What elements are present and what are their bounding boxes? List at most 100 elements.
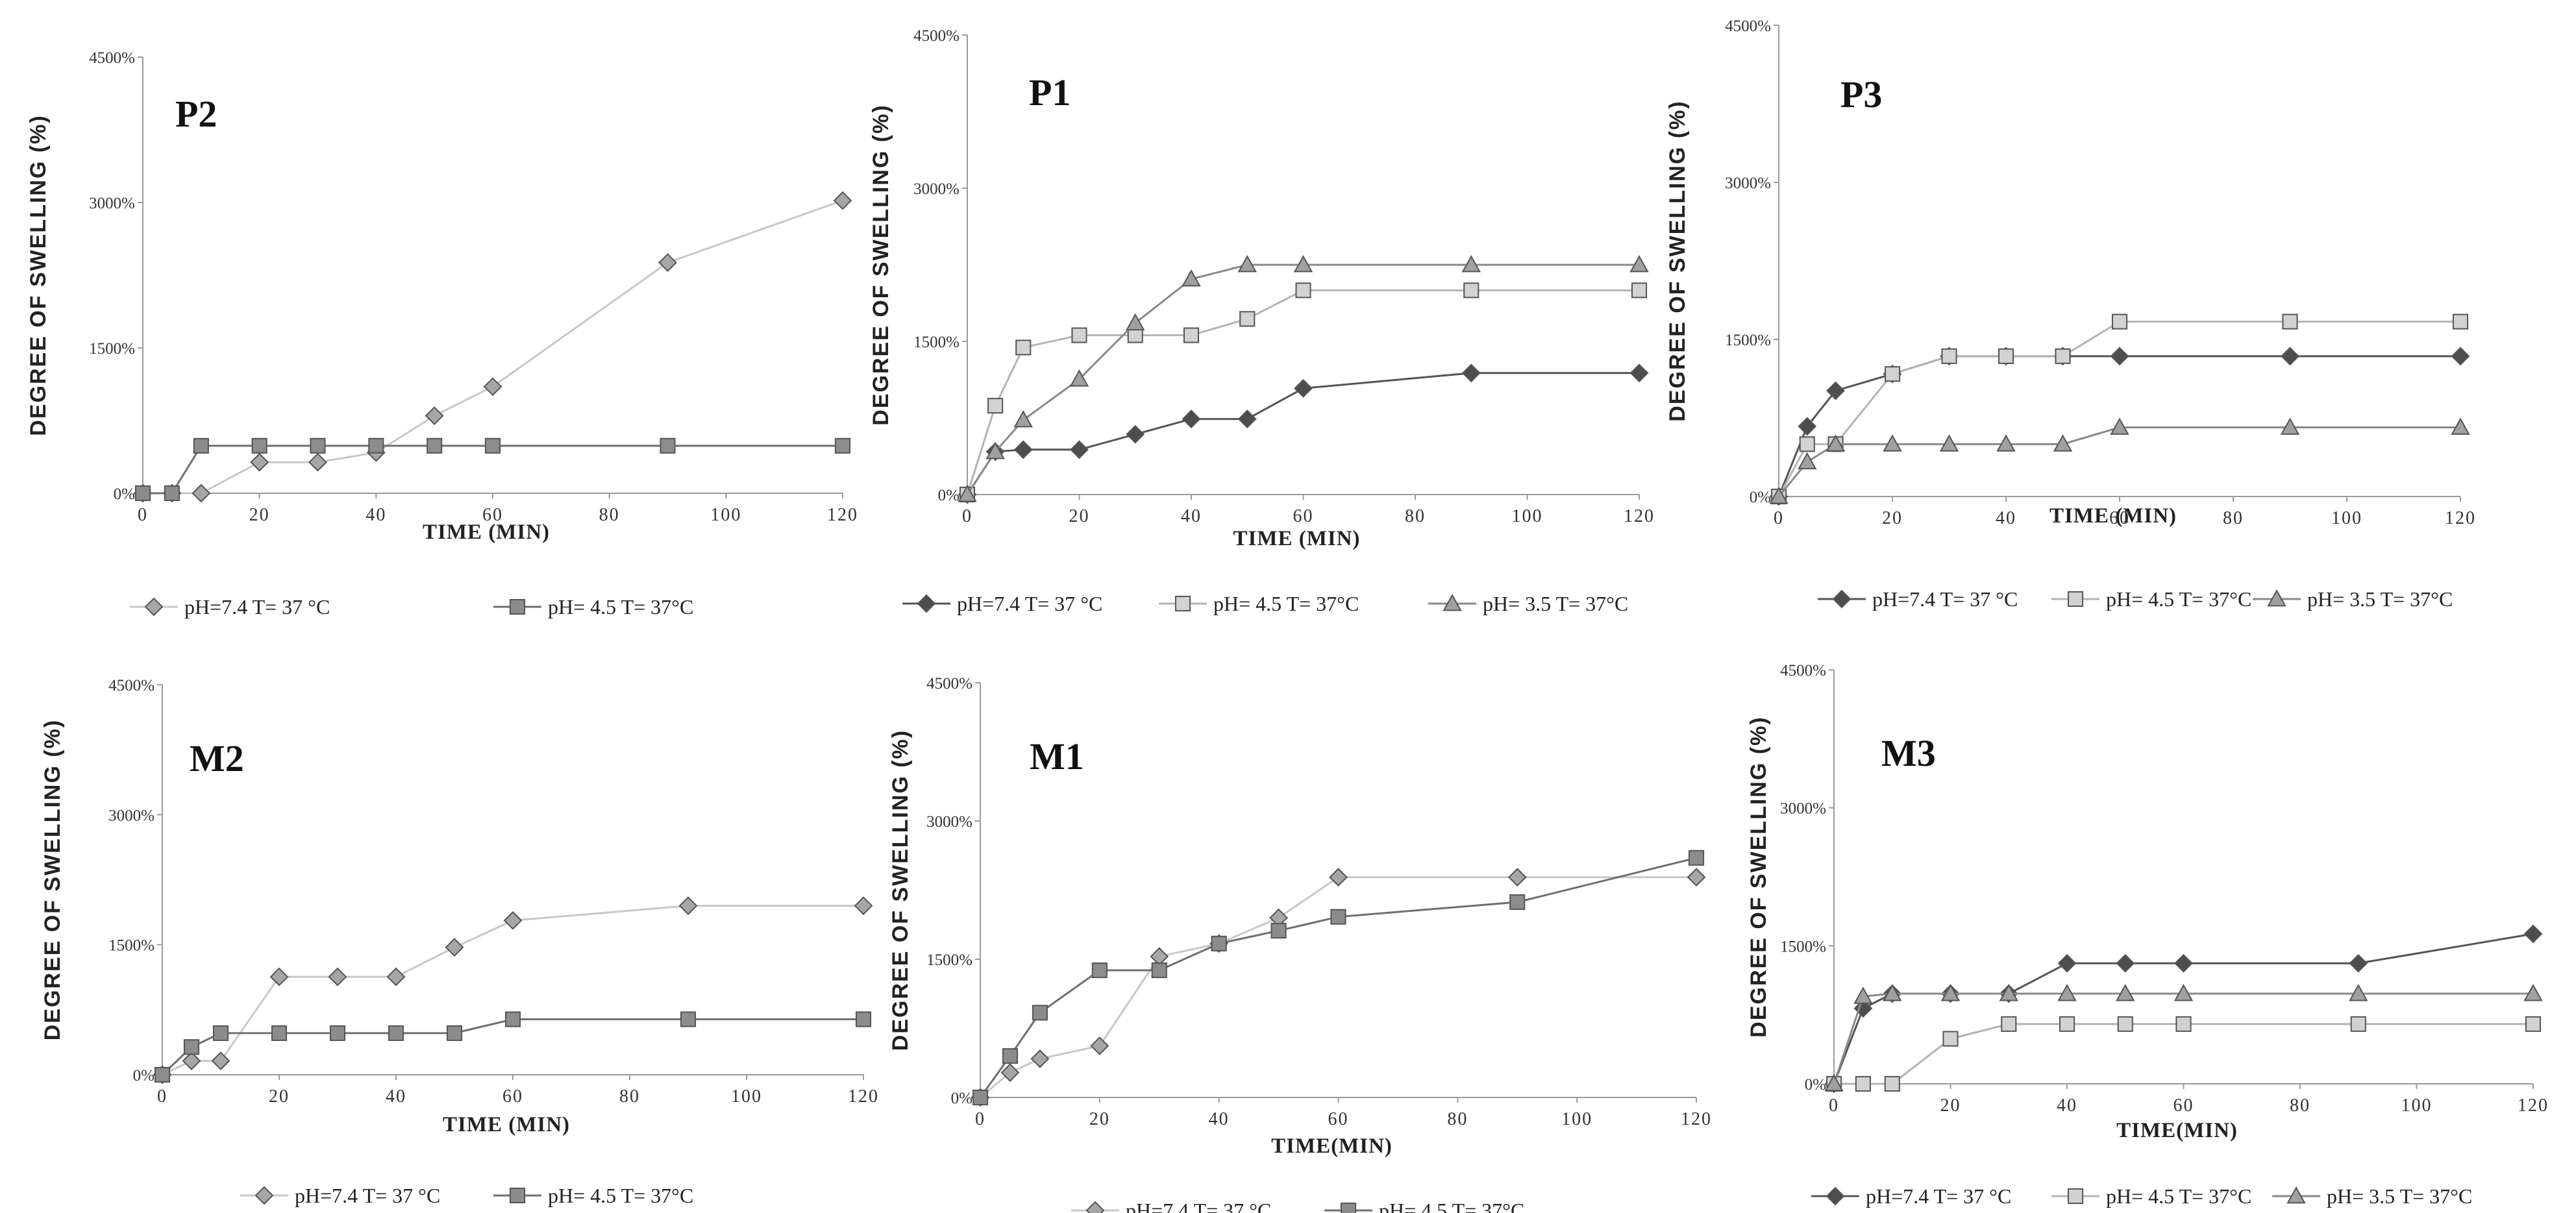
data-point: [1853, 999, 1873, 1018]
data-point: [1631, 282, 1648, 299]
x-tick-label: 80: [2223, 508, 2244, 528]
data-point: [1237, 410, 1257, 428]
x-axis-label: TIME (MIN): [2050, 504, 2177, 528]
legend-marker: [509, 1187, 526, 1204]
y-tick-label: 3000%: [1725, 175, 1771, 192]
data-point: [1939, 434, 1959, 452]
data-point: [1942, 1031, 1959, 1047]
data-point: [2057, 953, 2077, 973]
series-line: [1834, 1023, 2533, 1085]
x-tick-label: 120: [1681, 1109, 1712, 1129]
chart-svg: 0% 1500% 3000% 4500% 0 20 40 60 80 100 120 DEGREE O…: [1665, 18, 2476, 611]
data-point: [1853, 986, 1873, 1004]
data-point: [1769, 486, 1789, 504]
x-tick-label: 0: [962, 506, 972, 526]
legend-label: pH= 4.5 T= 37°C: [548, 595, 693, 619]
x-tick-label: 60: [502, 1086, 523, 1107]
x-tick-label: 0: [157, 1086, 167, 1107]
y-tick-label: 3000%: [913, 180, 960, 198]
x-tick-label: 80: [1405, 506, 1426, 526]
y-tick-label: 4500%: [89, 49, 135, 67]
data-point: [308, 452, 327, 472]
y-tick-label: 0%: [1805, 1076, 1826, 1094]
data-point: [658, 253, 677, 273]
chart-svg: 0% 1500% 3000% 4500% 0 20 40 60 80 100 120 DEGREE O…: [26, 49, 858, 619]
data-point: [1151, 962, 1167, 979]
legend-label: pH=7.4 T= 37 °C: [295, 1184, 440, 1207]
data-point: [1239, 311, 1256, 327]
legend-entry: pH= 3.5 T= 37°C: [1428, 592, 1628, 615]
legend-label: pH=7.4 T= 37 °C: [1872, 587, 2018, 611]
data-point: [388, 1025, 404, 1041]
data-point: [1996, 434, 2016, 452]
data-point: [427, 437, 443, 454]
data-point: [833, 191, 852, 210]
data-point: [2281, 347, 2299, 366]
series-line: [1833, 992, 2533, 1084]
x-tick-label: 80: [2290, 1096, 2310, 1116]
series-line: [980, 876, 1696, 1099]
x-tick-label: 100: [1512, 506, 1543, 526]
legend-label: pH= 3.5 T= 37°C: [1483, 592, 1628, 615]
data-point: [1883, 434, 1902, 452]
y-axis-label: DEGREE OF SWELLING (%): [26, 114, 51, 435]
data-point: [1182, 410, 1201, 428]
x-tick-label: 120: [827, 505, 858, 525]
data-point: [2282, 313, 2298, 330]
data-point: [1090, 1036, 1109, 1055]
data-point: [1237, 254, 1257, 273]
legend-label: pH= 4.5 T= 37°C: [1379, 1199, 1524, 1213]
data-point: [1071, 327, 1087, 343]
x-tick-label: 20: [1882, 508, 1903, 528]
data-point: [1091, 962, 1108, 979]
x-tick-label: 120: [2445, 508, 2476, 528]
data-point: [2001, 1016, 2017, 1032]
x-tick-label: 20: [1940, 1096, 1961, 1116]
x-tick-label: 120: [1624, 506, 1655, 526]
data-point: [2174, 983, 2194, 1001]
legend-marker: [2067, 1188, 2084, 1205]
series-diamond: [133, 191, 852, 503]
data-point: [1182, 269, 1201, 287]
legend-entry: pH= 3.5 T= 37°C: [2253, 587, 2453, 611]
data-point: [1013, 410, 1033, 428]
data-point: [328, 967, 347, 986]
data-point: [154, 1066, 171, 1083]
data-point: [985, 441, 1005, 459]
legend-marker: [1174, 595, 1191, 612]
series-diamond: [971, 868, 1706, 1107]
x-tick-label: 40: [365, 505, 386, 525]
data-point: [1999, 983, 2018, 1001]
data-point: [1211, 935, 1227, 951]
data-point: [1687, 868, 1706, 887]
series-line: [1777, 321, 2460, 497]
y-tick-label: 1500%: [1725, 332, 1771, 349]
series-line: [143, 445, 843, 495]
panel-title: M1: [1030, 735, 1084, 778]
y-axis-label: DEGREE OF SWELLING (%): [869, 104, 893, 425]
legend-entry: pH= 4.5 T= 37°C: [2051, 587, 2251, 611]
data-point: [2349, 983, 2368, 1001]
data-point: [1030, 1049, 1050, 1068]
series-line: [966, 289, 1639, 495]
data-point: [1461, 363, 1481, 383]
legend-label: pH= 4.5 T= 37°C: [2106, 1184, 2251, 1208]
x-tick-label: 60: [2174, 1096, 2194, 1116]
data-point: [446, 1025, 463, 1041]
legend-label: pH=7.4 T= 37 °C: [184, 595, 330, 619]
data-point: [2349, 953, 2368, 973]
series-diamond: [1824, 924, 2543, 1094]
x-tick-label: 40: [1209, 1109, 1230, 1129]
legend-marker: [254, 1186, 274, 1205]
data-point: [972, 1089, 989, 1106]
data-point: [2111, 313, 2128, 330]
data-point: [1826, 434, 1846, 452]
series-triangle: [1824, 983, 2543, 1092]
x-tick-label: 20: [249, 505, 270, 525]
data-point: [212, 1025, 229, 1041]
legend-entry: pH= 3.5 T= 37°C: [2272, 1184, 2472, 1208]
legend-entry: pH=7.4 T= 37 °C: [240, 1184, 440, 1207]
y-tick-label: 3000%: [1780, 800, 1826, 818]
chart-panel-m1: 0% 1500% 3000% 4500% 0 20 40 60 80 100 120 DEGREE O…: [857, 643, 1714, 1213]
series-triangle: [958, 254, 1649, 502]
